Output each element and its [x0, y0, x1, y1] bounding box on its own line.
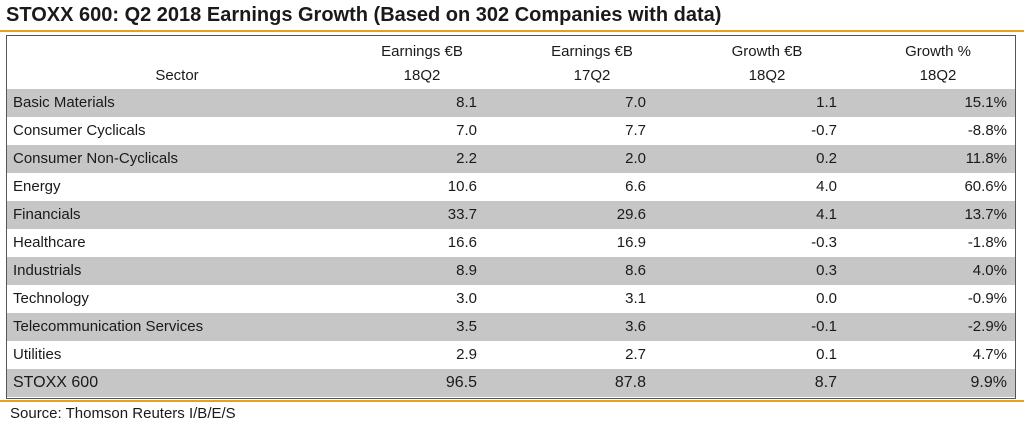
earnings-18q2-cell: 7.0 [456, 122, 477, 139]
earnings-17q2-cell: 2.7 [625, 346, 646, 363]
earnings-17q2-cell: 3.1 [625, 290, 646, 307]
table-row: Energy 10.6 6.6 4.0 60.6% [7, 173, 1015, 201]
earnings-18q2-cell: 33.7 [447, 206, 477, 223]
table-row: Telecommunication Services 3.5 3.6 -0.1 … [7, 313, 1015, 341]
earnings-17q2-cell: 2.0 [625, 150, 646, 167]
growth-eur-cell: 0.2 [816, 150, 837, 167]
table-row: Technology 3.0 3.1 0.0 -0.9% [7, 285, 1015, 313]
sector-cell: Energy [13, 178, 61, 195]
growth-eur-cell: 1.1 [816, 94, 837, 111]
growth-pct-cell: 13.7% [964, 206, 1007, 223]
table-row: Healthcare 16.6 16.9 -0.3 -1.8% [7, 229, 1015, 257]
growth-pct-cell: 4.0% [972, 262, 1007, 279]
page-title: STOXX 600: Q2 2018 Earnings Growth (Base… [6, 4, 722, 26]
header-growth-eur-line1: Growth €B [731, 43, 803, 60]
table-row: Financials 33.7 29.6 4.1 13.7% [7, 201, 1015, 229]
bottom-divider [0, 400, 1024, 402]
earnings-17q2-cell: 8.6 [625, 262, 646, 279]
growth-pct-cell: 60.6% [964, 178, 1007, 195]
earnings-18q2-cell: 16.6 [447, 234, 477, 251]
earnings-18q2-cell: 3.0 [456, 290, 477, 307]
header-earnings-18q2-line2: 18Q2 [403, 67, 441, 84]
growth-eur-cell: 4.0 [816, 178, 837, 195]
total-earnings-18q2-cell: 96.5 [445, 374, 477, 391]
table-row: Consumer Cyclicals 7.0 7.7 -0.7 -8.8% [7, 117, 1015, 145]
growth-pct-cell: 11.8% [965, 150, 1007, 167]
earnings-18q2-cell: 3.5 [456, 318, 477, 335]
top-divider [0, 30, 1024, 32]
growth-eur-cell: -0.7 [811, 122, 837, 139]
table-row: Consumer Non-Cyclicals 2.2 2.0 0.2 11.8% [7, 145, 1015, 173]
growth-eur-cell: 4.1 [816, 206, 837, 223]
header-earnings-17q2-line2: 17Q2 [573, 67, 611, 84]
header-growth-eur-line2: 18Q2 [748, 67, 786, 84]
growth-eur-cell: -0.1 [811, 318, 837, 335]
source-note: Source: Thomson Reuters I/B/E/S [10, 405, 236, 422]
total-earnings-17q2-cell: 87.8 [614, 374, 646, 391]
total-sector-cell: STOXX 600 [13, 374, 99, 391]
growth-pct-cell: 4.7% [972, 346, 1007, 363]
sector-cell: Technology [13, 290, 89, 307]
growth-eur-cell: 0.3 [816, 262, 837, 279]
header-growth-pct-line1: Growth % [905, 43, 971, 60]
sector-cell: Financials [13, 206, 81, 223]
sector-cell: Basic Materials [13, 94, 115, 111]
header-growth-pct-line2: 18Q2 [919, 67, 957, 84]
sector-cell: Telecommunication Services [13, 318, 204, 335]
earnings-17q2-cell: 7.0 [625, 94, 646, 111]
growth-pct-cell: -8.8% [967, 122, 1007, 139]
growth-pct-cell: 15.1% [964, 94, 1007, 111]
earnings-18q2-cell: 2.9 [456, 346, 477, 363]
earnings-table: Sector Earnings €B 18Q2 Earnings €B 17Q2… [6, 35, 1016, 399]
total-growth-eur-cell: 8.7 [814, 374, 837, 391]
earnings-18q2-cell: 2.2 [456, 150, 477, 167]
sector-cell: Healthcare [13, 234, 86, 251]
growth-pct-cell: -0.9% [967, 290, 1007, 307]
earnings-18q2-cell: 10.6 [447, 178, 477, 195]
table-header: Sector Earnings €B 18Q2 Earnings €B 17Q2… [7, 36, 1015, 88]
growth-pct-cell: -2.9% [967, 318, 1007, 335]
table-row: Utilities 2.9 2.7 0.1 4.7% [7, 341, 1015, 369]
earnings-17q2-cell: 7.7 [625, 122, 646, 139]
earnings-17q2-cell: 16.9 [616, 234, 646, 251]
total-growth-pct-cell: 9.9% [970, 374, 1007, 391]
earnings-17q2-cell: 29.6 [616, 206, 646, 223]
earnings-18q2-cell: 8.1 [456, 94, 477, 111]
growth-eur-cell: -0.3 [811, 234, 837, 251]
earnings-18q2-cell: 8.9 [456, 262, 477, 279]
earnings-17q2-cell: 6.6 [625, 178, 646, 195]
growth-pct-cell: -1.8% [967, 234, 1007, 251]
sector-cell: Consumer Non-Cyclicals [13, 150, 179, 167]
sector-cell: Consumer Cyclicals [13, 122, 146, 139]
sector-cell: Utilities [13, 346, 62, 363]
table-row: Industrials 8.9 8.6 0.3 4.0% [7, 257, 1015, 285]
header-earnings-18q2-line1: Earnings €B [381, 43, 463, 60]
table-total-row: STOXX 600 96.5 87.8 8.7 9.9% [7, 369, 1015, 397]
header-sector: Sector [155, 67, 199, 84]
header-earnings-17q2-line1: Earnings €B [551, 43, 633, 60]
table-row: Basic Materials 8.1 7.0 1.1 15.1% [7, 89, 1015, 117]
growth-eur-cell: 0.0 [816, 290, 837, 307]
growth-eur-cell: 0.1 [816, 346, 837, 363]
earnings-17q2-cell: 3.6 [625, 318, 646, 335]
sector-cell: Industrials [13, 262, 82, 279]
